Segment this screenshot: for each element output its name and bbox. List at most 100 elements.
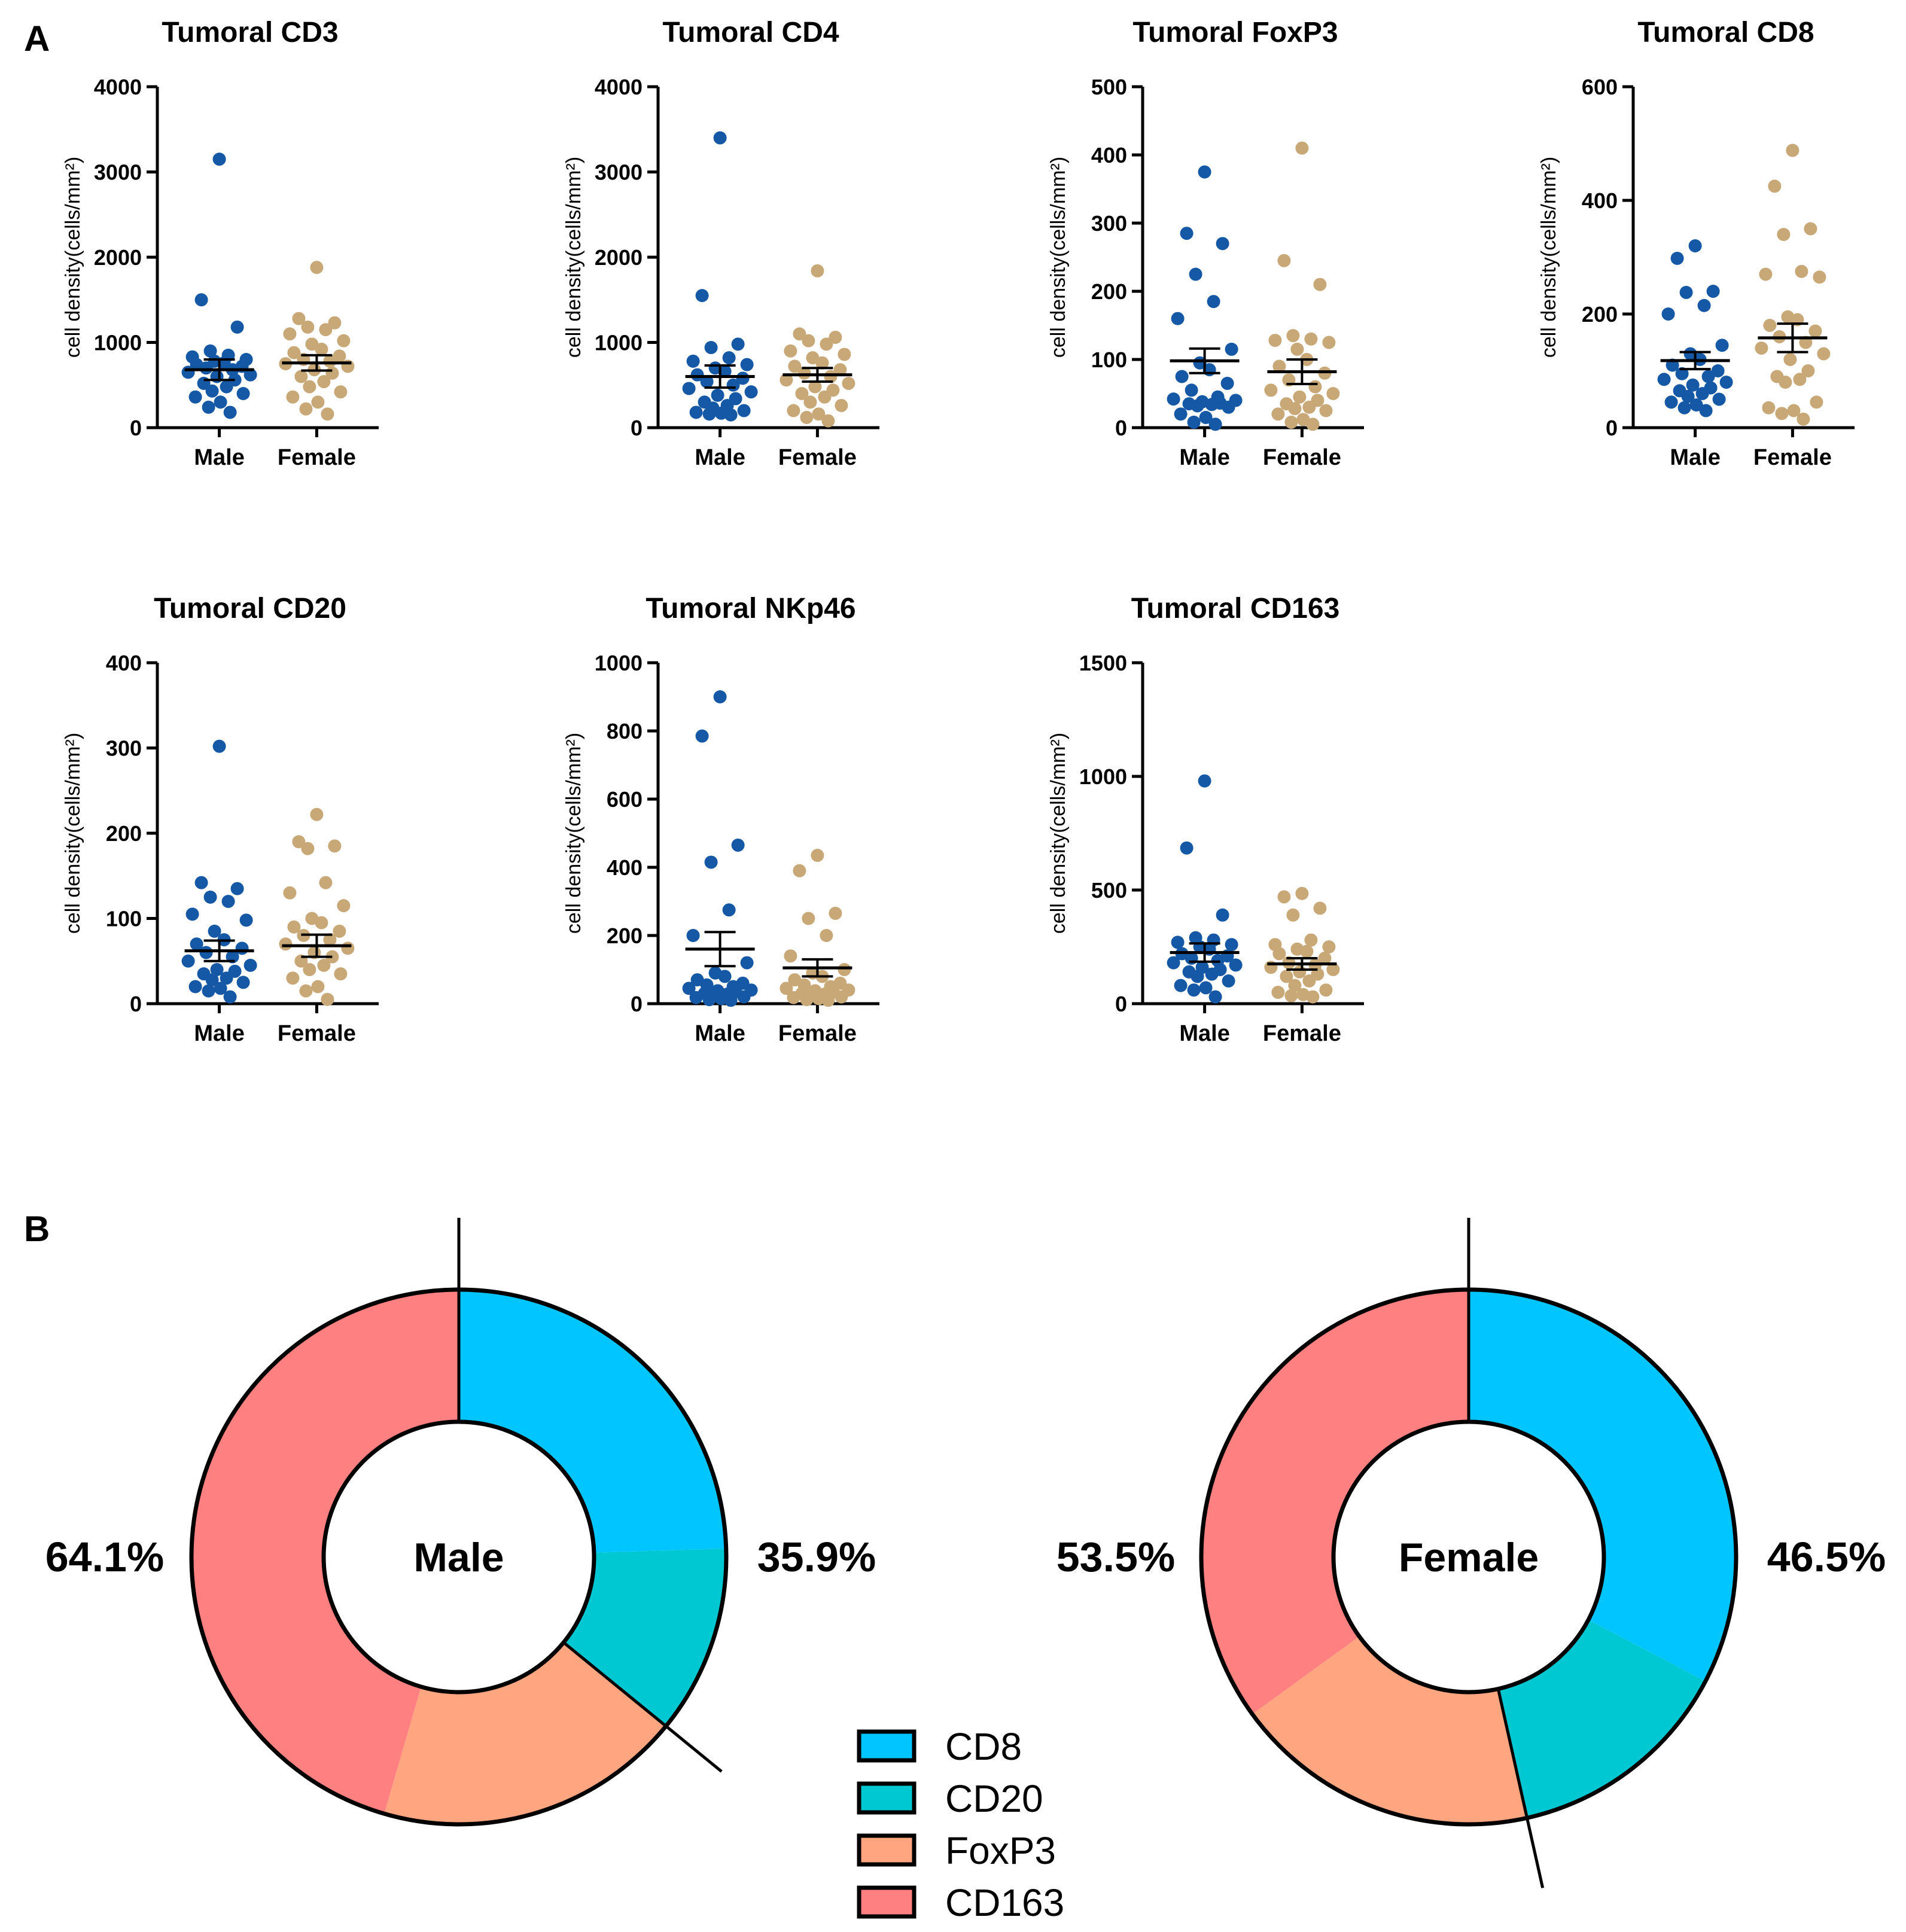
y-axis-label: cell density(cells/mm²) [1047,157,1070,358]
x-tick-label-female: Female [1263,1021,1341,1046]
data-point-female [1284,415,1298,429]
y-tick-label: 4000 [595,75,643,99]
data-point-male [1205,398,1219,412]
data-point-male [1205,967,1219,981]
data-point-female [797,366,811,380]
data-point-male [1706,285,1720,298]
data-point-male [1222,974,1235,988]
data-point-male [1199,981,1213,995]
y-tick-label: 400 [106,651,142,675]
data-point-male [724,408,738,422]
y-tick-label: 2000 [94,245,142,270]
data-point-female [1786,144,1800,157]
data-point-male [1174,979,1188,992]
data-point-male [236,387,250,400]
data-point-male [1712,392,1726,406]
data-point-male [223,406,237,419]
x-tick-label-female: Female [1753,445,1832,470]
data-point-female [301,320,315,334]
group-separator-bottom [1496,1689,1545,1888]
data-point-female [1302,400,1316,414]
y-tick-label: 300 [106,736,142,761]
data-point-female [829,330,842,344]
data-point-female [337,899,351,913]
data-point-female [292,312,306,325]
data-point-female [1295,886,1309,900]
data-point-male [718,364,732,378]
data-point-female [1755,342,1768,355]
data-point-female [1277,890,1291,904]
data-point-male [1198,774,1211,788]
data-point-male [202,984,215,998]
y-axis-label: cell density(cells/mm²) [62,733,84,934]
data-point-male [220,380,233,394]
donut-slice-foxp3 [384,1642,666,1824]
data-point-male [1207,295,1220,309]
plot-title: Tumoral FoxP3 [1132,17,1338,48]
data-point-male [1688,239,1702,252]
donut-slice-cd163 [191,1290,459,1814]
data-point-male [722,351,736,365]
data-point-female [1306,990,1320,1004]
data-point-female [1304,933,1318,947]
data-point-male [214,982,227,995]
y-tick-label: 3000 [595,160,643,185]
donut-slice-foxp3 [1252,1636,1527,1824]
data-point-female [317,375,331,389]
y-tick-label: 0 [631,992,643,1016]
data-point-female [800,410,814,424]
legend-item-cd20: CD20 [857,1777,1043,1820]
data-point-female [283,327,297,341]
data-point-male [243,958,257,972]
y-tick-label: 300 [1091,211,1127,236]
data-point-male [722,903,736,917]
data-point-female [1268,334,1282,348]
y-tick-label: 1000 [595,651,643,675]
data-point-female [323,933,337,947]
y-tick-label: 0 [1606,416,1618,440]
scatter-plot-7: Tumoral CD163 0 500 1000 1500 cell density(ce… [1047,593,1364,1046]
data-point-female [294,370,308,383]
data-point-female [1286,908,1300,922]
data-point-female [341,941,355,955]
data-point-female [833,363,847,377]
scatter-plot-5: Tumoral CD20 0 100 200 300 400 cell density(ce… [62,593,379,1046]
x-tick-label-male: Male [194,445,244,470]
data-point-male [199,946,213,959]
data-point-female [292,835,306,849]
data-point-female [784,949,797,963]
data-point-female [1288,979,1302,992]
data-point-male [695,729,709,743]
data-point-male [181,365,195,379]
data-point-female [812,407,826,421]
legend-swatch [857,1781,917,1815]
data-point-female [818,390,832,404]
data-point-female [803,395,817,409]
data-point-female [315,342,328,356]
x-tick-label-male: Male [695,1021,745,1046]
data-point-male [1225,938,1238,952]
data-point-male [682,982,696,995]
data-point-male [1695,387,1709,400]
data-point-female [802,912,815,925]
data-point-female [286,390,300,404]
donut-center-label: Female [1399,1535,1539,1580]
data-point-female [1318,952,1332,965]
data-point-male [1174,407,1188,421]
donut-chart-male: Male 64.1% 35.9% [45,1218,876,1827]
data-point-female [1300,944,1314,958]
data-point-female [319,876,333,889]
data-point-female [820,337,833,351]
y-axis-label: cell density(cells/mm²) [62,157,84,358]
data-point-female [1286,329,1300,343]
data-point-male [1199,410,1213,424]
data-point-male [205,973,219,987]
x-tick-label-male: Male [1670,445,1720,470]
data-point-female [310,261,324,275]
data-point-male [1187,415,1201,429]
data-point-female [1322,940,1336,953]
y-tick-label: 100 [106,907,142,931]
data-point-female [287,346,301,359]
data-point-female [842,376,855,390]
